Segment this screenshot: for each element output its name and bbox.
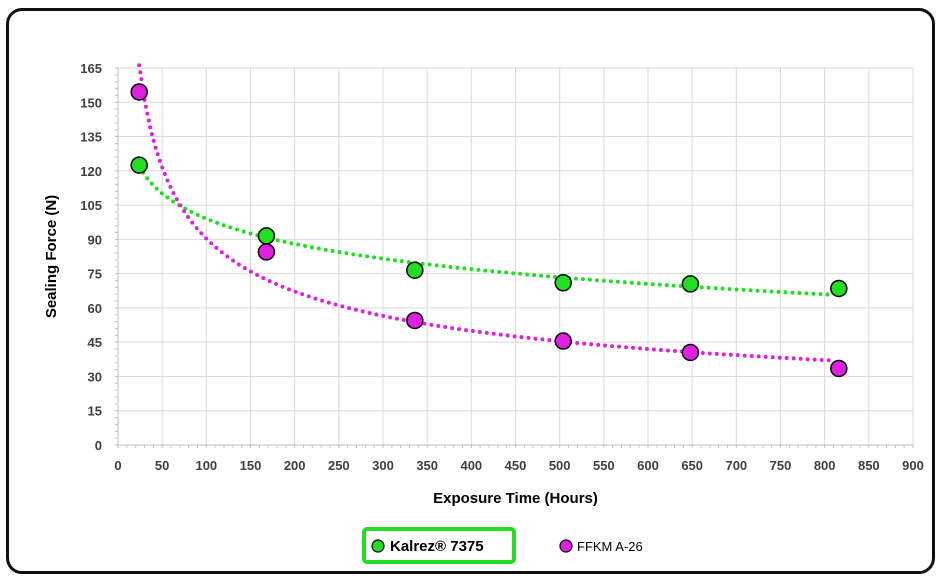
y-tick-label: 120 — [80, 164, 102, 179]
y-tick-label: 90 — [88, 232, 102, 247]
data-point[interactable] — [257, 243, 276, 261]
y-tick-label: 105 — [80, 198, 102, 213]
x-tick-label: 850 — [858, 458, 880, 473]
y-axis-title: Sealing Force (N) — [43, 195, 60, 318]
data-points — [130, 83, 848, 378]
x-tick-label: 800 — [814, 458, 836, 473]
trendline — [137, 63, 834, 363]
trendlines — [137, 63, 834, 363]
y-tick-label: 30 — [88, 369, 102, 384]
data-point[interactable] — [554, 332, 572, 350]
legend-label[interactable]: FFKM A-26 — [577, 539, 643, 554]
x-tick-label: 350 — [416, 458, 438, 473]
x-tick-label: 750 — [770, 458, 792, 473]
data-point[interactable] — [681, 343, 700, 362]
x-tick-label: 250 — [328, 458, 350, 473]
x-tick-label: 200 — [284, 458, 306, 473]
x-tick-label: 400 — [460, 458, 482, 473]
x-tick-label: 0 — [114, 458, 121, 473]
y-tick-label: 0 — [95, 438, 102, 453]
y-tick-label: 165 — [80, 61, 102, 76]
x-tick-label: 50 — [155, 458, 169, 473]
x-tick-label: 500 — [549, 458, 571, 473]
data-point[interactable] — [681, 275, 700, 293]
x-axis-title: Exposure Time (Hours) — [433, 490, 598, 507]
y-tick-label: 75 — [88, 267, 102, 282]
y-tick-label: 150 — [80, 95, 102, 110]
x-tick-label: 700 — [725, 458, 747, 473]
x-tick-label: 900 — [902, 458, 924, 473]
y-tick-label: 60 — [88, 301, 102, 316]
x-tick-label: 450 — [505, 458, 527, 473]
y-tick-label: 45 — [88, 335, 102, 350]
x-tick-label: 600 — [637, 458, 659, 473]
data-point[interactable] — [554, 274, 572, 292]
x-tick-label: 150 — [240, 458, 262, 473]
trendline — [137, 164, 834, 297]
x-tick-labels: 0 50 100 150 200 250 300 350 400 450 500 550 600 650 7… — [114, 458, 923, 473]
data-point[interactable] — [130, 83, 148, 101]
data-point[interactable] — [406, 311, 424, 330]
x-tick-label: 650 — [681, 458, 703, 473]
y-tick-label: 135 — [80, 130, 102, 145]
data-point[interactable] — [257, 227, 276, 245]
data-point[interactable] — [130, 156, 148, 174]
legend: Kalrez® 7375 FFKM A-26 — [362, 527, 643, 564]
data-point[interactable] — [830, 279, 848, 298]
x-tick-label: 100 — [195, 458, 217, 473]
y-tick-label: 15 — [88, 404, 102, 419]
x-tick-label: 300 — [372, 458, 394, 473]
gridlines — [117, 67, 914, 446]
y-tick-labels: 0 15 30 45 60 75 90 105 120 135 150 165 — [80, 61, 102, 453]
legend-label[interactable]: Kalrez® 7375 — [390, 538, 484, 555]
legend-highlight-box — [362, 527, 516, 564]
x-tick-label: 550 — [593, 458, 615, 473]
axes — [115, 67, 914, 448]
data-point[interactable] — [406, 261, 424, 279]
data-point[interactable] — [830, 359, 848, 378]
legend-marker[interactable] — [559, 539, 573, 553]
legend-marker[interactable] — [371, 539, 385, 553]
